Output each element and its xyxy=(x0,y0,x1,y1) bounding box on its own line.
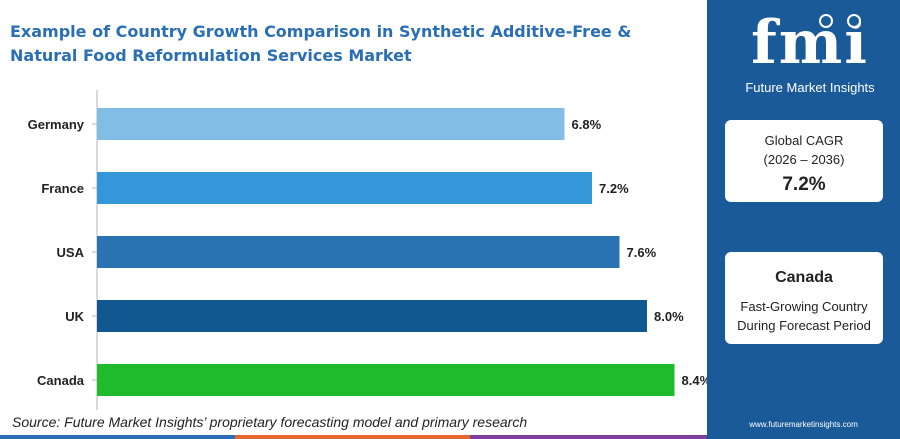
globe-icon xyxy=(819,14,833,28)
website-link[interactable]: www.futuremarketinsights.com xyxy=(749,420,858,429)
fmi-logo: fmi Future Market Insights xyxy=(735,8,885,98)
value-label-uk: 8.0% xyxy=(654,309,684,324)
country-description: Fast-Growing Country During Forecast Per… xyxy=(725,297,883,335)
bar-chart: Germany 6.8% France 7.2% USA 7.6% UK 8.0% Canada… xyxy=(0,90,707,410)
category-label-canada: Canada xyxy=(37,373,85,388)
source-note: Source: Future Market Insights’ propriet… xyxy=(12,414,528,430)
country-desc-line-2: During Forecast Period xyxy=(737,318,871,333)
category-label-uk: UK xyxy=(65,309,84,324)
footer-segment-1 xyxy=(0,435,235,439)
category-label-germany: Germany xyxy=(28,117,85,132)
cagr-label: Global CAGR xyxy=(764,133,844,148)
logo-tagline: Future Market Insights xyxy=(745,80,875,95)
bars-group: Germany 6.8% France 7.2% USA 7.6% UK 8.0% Canada… xyxy=(28,108,707,396)
logo-letters: fmi xyxy=(750,8,870,78)
footer-segment-3 xyxy=(470,435,707,439)
fastest-country-card: Canada Fast-Growing Country During Forec… xyxy=(725,252,883,344)
bar-usa xyxy=(97,236,620,268)
bar-germany xyxy=(97,108,565,140)
chart-title: Example of Country Growth Comparison in … xyxy=(10,22,632,65)
global-cagr-card: Global CAGR (2026 – 2036) 7.2% xyxy=(725,120,883,202)
category-label-usa: USA xyxy=(57,245,85,260)
bar-chart-svg: Germany 6.8% France 7.2% USA 7.6% UK 8.0% Canada… xyxy=(28,90,707,410)
country-name: Canada xyxy=(775,269,833,286)
globe-icon xyxy=(847,14,861,28)
cagr-period: (2026 – 2036) xyxy=(763,152,845,167)
value-label-germany: 6.8% xyxy=(572,117,602,132)
category-label-france: France xyxy=(41,181,84,196)
bar-uk xyxy=(97,300,647,332)
value-label-france: 7.2% xyxy=(599,181,629,196)
footer-segment-2 xyxy=(235,435,470,439)
value-label-usa: 7.6% xyxy=(627,245,657,260)
bar-france xyxy=(97,172,592,204)
sidebar: fmi Future Market Insights Global CAGR (… xyxy=(707,0,900,439)
cagr-value: 7.2% xyxy=(782,174,826,195)
country-desc-line-1: Fast-Growing Country xyxy=(740,299,868,314)
bar-canada xyxy=(97,364,675,396)
value-label-canada: 8.4% xyxy=(682,373,708,388)
